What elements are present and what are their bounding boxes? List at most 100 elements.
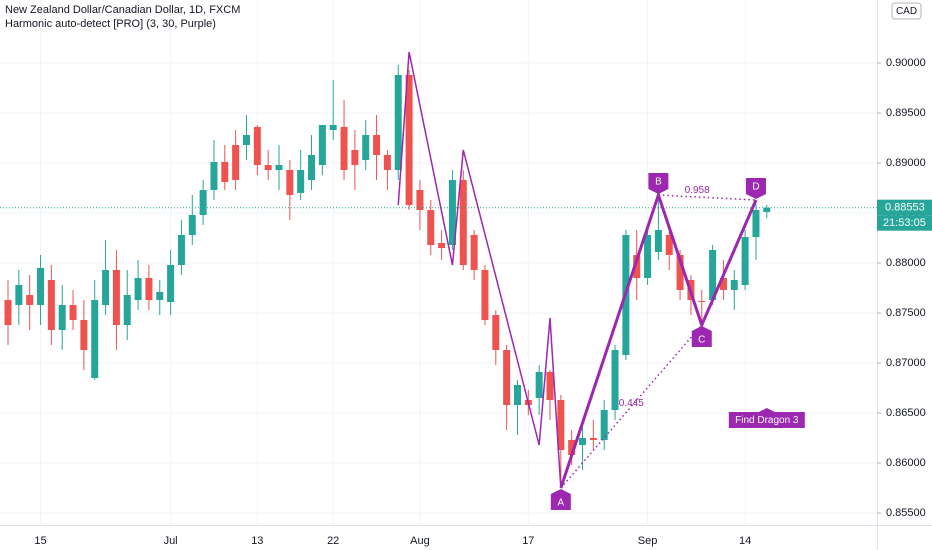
ratio-label: 0.445 [619, 398, 644, 409]
candle-body [568, 440, 576, 455]
candle-body [579, 438, 587, 445]
signal-label: Find Dragon 3 [735, 415, 799, 426]
x-tick-label: 14 [739, 535, 751, 547]
candle-body [167, 265, 175, 302]
candle-body [383, 155, 391, 170]
pattern-point-badge [745, 178, 766, 199]
candle-body [188, 215, 196, 235]
candle-body [448, 180, 456, 245]
candle-body [15, 285, 23, 305]
y-tick-label: 0.87500 [886, 307, 926, 319]
candle-body [730, 280, 738, 290]
candle-body [351, 150, 359, 165]
candle-body [513, 385, 521, 405]
pattern-point-label: A [558, 498, 565, 509]
candle-body [134, 278, 142, 300]
candle-body [362, 135, 370, 160]
last-price-label: 0.88553 [885, 202, 925, 214]
candle-body [26, 295, 34, 305]
candle-body [112, 270, 120, 325]
candle-body [4, 300, 12, 325]
candle-body [438, 243, 446, 248]
x-tick-label: 15 [34, 535, 46, 547]
candle-body [709, 250, 717, 300]
currency-label: CAD [896, 6, 917, 17]
candle-body [611, 350, 619, 410]
candle-body [199, 190, 207, 215]
candle-body [264, 165, 272, 170]
candle-body [600, 410, 608, 440]
candle-body [535, 372, 543, 398]
candle-body [459, 180, 467, 265]
x-tick-label: 13 [251, 535, 263, 547]
overlay: 0.445 0.958 A B C D Find Dragon 3 [0, 51, 877, 510]
candle-body [589, 438, 597, 440]
x-tick-label: 17 [522, 535, 534, 547]
candle-body [719, 278, 727, 290]
chart-title: New Zealand Dollar/Canadian Dollar, 1D, … [5, 4, 240, 16]
last-price-box [877, 199, 932, 216]
candle-body [665, 235, 673, 255]
candle-body [416, 190, 424, 210]
candle-body [557, 400, 565, 450]
candle-body [654, 230, 662, 252]
candle-body [286, 170, 294, 195]
candle-body [210, 162, 218, 190]
y-tick-label: 0.90000 [886, 57, 926, 69]
candle-body [752, 210, 760, 237]
candle-body [80, 320, 88, 350]
x-tick-label: Sep [638, 535, 658, 547]
countdown-box [877, 215, 932, 231]
pattern-point-badge [648, 173, 669, 194]
pattern-line [559, 190, 758, 489]
candle-body [156, 292, 164, 300]
zigzag-line [397, 51, 562, 489]
candle-body [37, 268, 45, 305]
candle-body [405, 75, 413, 205]
ratio-label: 0.958 [685, 185, 710, 196]
candle-body [492, 315, 500, 350]
x-tick-label: 22 [327, 535, 339, 547]
candle-body [644, 235, 652, 278]
y-tick-label: 0.89500 [886, 107, 926, 119]
y-tick-label: 0.88000 [886, 257, 926, 269]
y-tick-label: 0.86500 [886, 407, 926, 419]
candle-body [481, 270, 489, 320]
candle-body [503, 350, 511, 405]
candle-body [741, 237, 749, 285]
signal-badge [728, 408, 805, 428]
candle-body [221, 162, 229, 182]
indicator-title: Harmonic auto-detect [PRO] (3, 30, Purpl… [5, 18, 216, 30]
candle-body [546, 372, 554, 400]
candle-body [763, 207, 771, 212]
candle-body [340, 127, 348, 170]
candle-body [329, 125, 337, 130]
candle-body [242, 135, 250, 145]
pattern-point-label: C [698, 335, 705, 346]
candle-body [123, 295, 131, 325]
x-tick-label: Jul [164, 535, 178, 547]
pattern-point-label: B [655, 177, 662, 188]
candle-body [633, 255, 641, 278]
ratio-line [658, 194, 756, 201]
candle-body [91, 300, 99, 378]
x-tick-label: Aug [410, 535, 430, 547]
candle-body [698, 301, 706, 302]
candle-body [102, 270, 110, 305]
pattern-point-badge [550, 489, 571, 510]
candle-body [318, 125, 326, 165]
y-tick-label: 0.87000 [886, 357, 926, 369]
currency-badge[interactable] [891, 2, 922, 20]
pattern-point-badge [691, 326, 712, 347]
candle-body [470, 235, 478, 270]
pattern-point-label: D [752, 182, 759, 193]
candle-body [308, 155, 316, 180]
candle-body [69, 305, 77, 320]
candle-body [373, 135, 381, 155]
candle-body [297, 170, 305, 193]
candle-body [145, 278, 153, 300]
candle-body [232, 145, 240, 180]
